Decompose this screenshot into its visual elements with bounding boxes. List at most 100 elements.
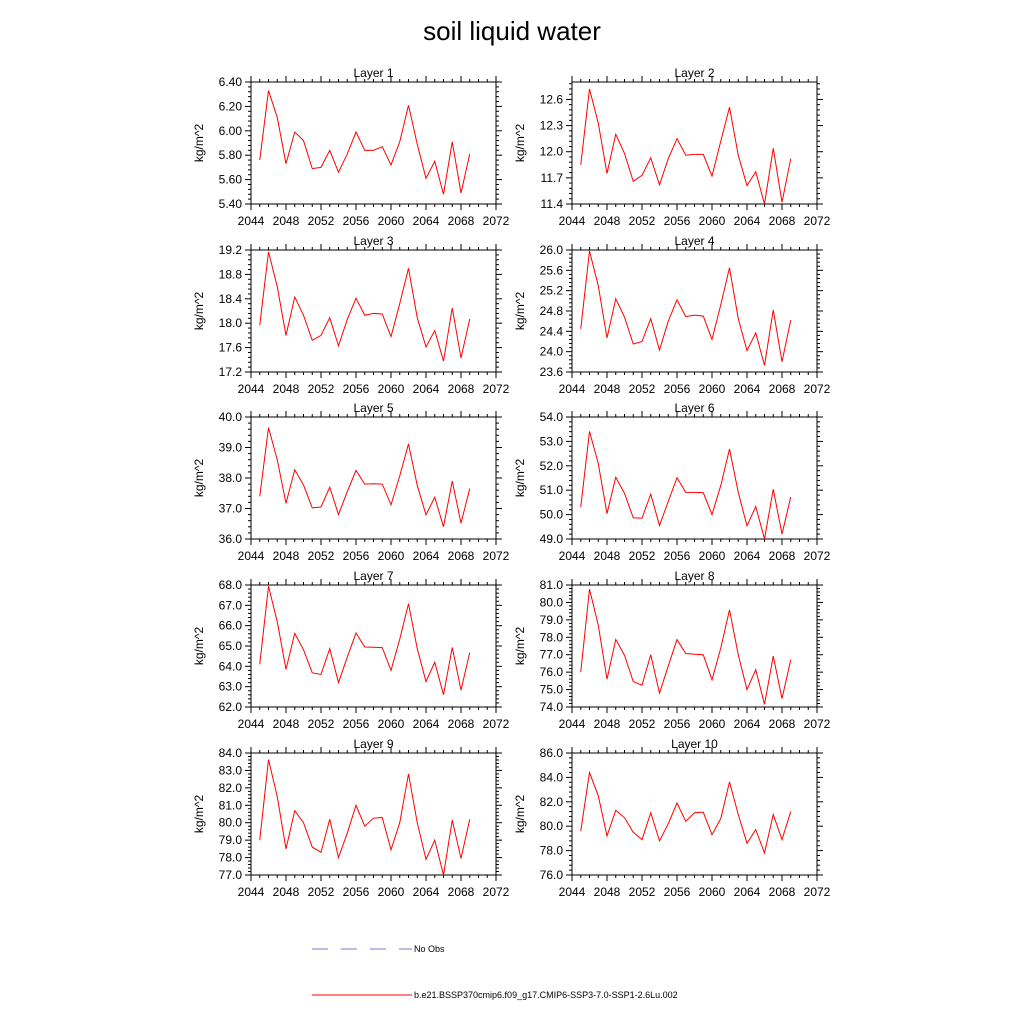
y-axis-label: kg/m^2: [513, 124, 527, 163]
y-tick-label: 77.0: [219, 868, 243, 882]
x-tick-label: 2056: [343, 549, 370, 563]
x-tick-label: 2044: [559, 549, 586, 563]
y-tick-label: 37.0: [219, 502, 243, 516]
series-line: [580, 250, 792, 366]
x-tick-label: 2052: [308, 717, 335, 731]
x-tick-label: 2068: [448, 717, 475, 731]
series-line: [580, 770, 792, 855]
panel-title: Layer 7: [353, 569, 393, 583]
panel-title: Layer 1: [353, 66, 393, 80]
x-tick-label: 2060: [378, 885, 405, 899]
x-tick-label: 2052: [629, 214, 656, 228]
y-axis-label: kg/m^2: [513, 292, 527, 331]
y-tick-label: 79.0: [540, 613, 564, 627]
x-tick-label: 2060: [699, 382, 726, 396]
y-tick-label: 5.40: [219, 197, 243, 211]
x-tick-label: 2052: [308, 885, 335, 899]
x-tick-label: 2044: [238, 717, 265, 731]
x-tick-label: 2052: [629, 549, 656, 563]
y-tick-label: 84.0: [219, 746, 243, 760]
y-tick-label: 50.0: [540, 508, 564, 522]
x-tick-label: 2072: [804, 549, 831, 563]
x-tick-label: 2064: [734, 382, 761, 396]
y-axis-label: kg/m^2: [192, 292, 206, 331]
y-tick-label: 11.7: [541, 171, 564, 185]
series-line: [580, 589, 792, 705]
main-title: soil liquid water: [423, 16, 601, 46]
y-tick-label: 18.8: [219, 267, 243, 281]
y-tick-label: 65.0: [219, 639, 243, 653]
plot-frame: [571, 752, 818, 876]
series-line: [259, 586, 471, 695]
y-tick-label: 51.0: [540, 483, 564, 497]
y-axis-label: kg/m^2: [192, 795, 206, 834]
x-tick-label: 2068: [769, 717, 796, 731]
x-tick-label: 2060: [378, 549, 405, 563]
y-axis-label: kg/m^2: [513, 459, 527, 498]
series-line: [259, 90, 471, 195]
panel-title: Layer 5: [353, 401, 393, 415]
panel-title: Layer 6: [674, 401, 714, 415]
y-tick-label: 82.0: [219, 781, 243, 795]
y-tick-label: 82.0: [540, 795, 564, 809]
plot-frame: [571, 416, 818, 540]
x-tick-label: 2072: [483, 549, 510, 563]
y-tick-label: 39.0: [219, 441, 243, 455]
y-tick-label: 67.0: [219, 598, 243, 612]
x-tick-label: 2064: [413, 214, 440, 228]
y-tick-label: 17.6: [219, 341, 243, 355]
y-axis-label: kg/m^2: [513, 795, 527, 834]
y-axis-label: kg/m^2: [192, 459, 206, 498]
x-tick-label: 2068: [448, 885, 475, 899]
x-tick-label: 2052: [308, 214, 335, 228]
y-tick-label: 36.0: [219, 532, 243, 546]
y-tick-label: 74.0: [540, 700, 564, 714]
y-axis-label: kg/m^2: [192, 124, 206, 163]
x-tick-label: 2064: [413, 382, 440, 396]
x-tick-label: 2060: [699, 717, 726, 731]
panel-7: Layer 7 2044 2048 2052 2056 2060 2064 2068 2072 6…: [192, 569, 510, 731]
x-tick-label: 2052: [629, 717, 656, 731]
y-tick-label: 80.0: [219, 816, 243, 830]
x-tick-label: 2044: [238, 549, 265, 563]
panel-title: Layer 4: [674, 234, 714, 248]
x-tick-label: 2064: [413, 549, 440, 563]
y-tick-label: 40.0: [219, 410, 243, 424]
plot-frame: [250, 249, 497, 373]
plot-frame: [250, 752, 497, 876]
y-tick-label: 52.0: [540, 459, 564, 473]
x-tick-label: 2068: [769, 214, 796, 228]
legend: No Obs b.e21.BSSP370cmip6.f09_g17.CMIP6-…: [312, 944, 678, 1000]
panels: Layer 1 2044 2048 2052 2056 2060 2064 2068 2072 5…: [192, 66, 831, 899]
panel-10: Layer 10 2044 2048 2052 2056 2060 2064 2068 2072…: [513, 737, 831, 899]
x-tick-label: 2068: [448, 382, 475, 396]
y-tick-label: 75.0: [540, 683, 564, 697]
x-tick-label: 2056: [343, 382, 370, 396]
y-tick-label: 5.80: [219, 148, 243, 162]
y-tick-label: 76.0: [540, 868, 564, 882]
x-tick-label: 2064: [734, 214, 761, 228]
panel-title: Layer 2: [674, 66, 714, 80]
series-line: [259, 759, 471, 876]
y-tick-label: 18.4: [219, 292, 243, 306]
x-tick-label: 2048: [273, 214, 300, 228]
y-tick-label: 78.0: [540, 844, 564, 858]
series-line: [259, 251, 471, 362]
x-tick-label: 2072: [804, 382, 831, 396]
x-tick-label: 2044: [559, 214, 586, 228]
y-tick-label: 12.0: [540, 145, 564, 159]
x-tick-label: 2064: [413, 885, 440, 899]
panel-5: Layer 5 2044 2048 2052 2056 2060 2064 2068 2072 3…: [192, 401, 510, 563]
panel-title: Layer 3: [353, 234, 393, 248]
y-tick-label: 25.6: [540, 263, 564, 277]
x-tick-label: 2060: [699, 214, 726, 228]
y-tick-label: 68.0: [219, 578, 243, 592]
y-tick-label: 6.40: [219, 75, 243, 89]
y-tick-label: 78.0: [540, 630, 564, 644]
plot-frame: [250, 416, 497, 540]
x-tick-label: 2064: [734, 885, 761, 899]
panel-1: Layer 1 2044 2048 2052 2056 2060 2064 2068 2072 5…: [192, 66, 510, 228]
x-tick-label: 2064: [413, 717, 440, 731]
x-tick-label: 2056: [664, 717, 691, 731]
